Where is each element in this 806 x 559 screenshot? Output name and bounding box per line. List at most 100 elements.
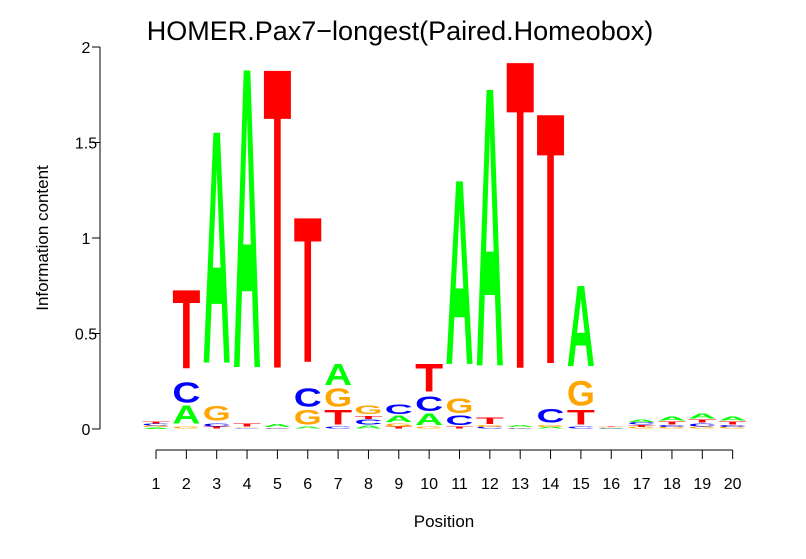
x-tick-label: 13 <box>511 476 529 493</box>
logo-letter-a: A <box>446 125 474 422</box>
logo-letter-g: G <box>233 427 261 428</box>
logo-letter-t: T <box>354 415 382 420</box>
logo-letter-a: A <box>142 427 170 429</box>
logo-letter-a: A <box>385 413 413 424</box>
y-tick-label: 1.5 <box>75 136 97 153</box>
logo-letter-a: A <box>537 427 565 430</box>
logo-letter-g: G <box>385 422 413 427</box>
y-tick-label: 1 <box>82 231 91 248</box>
logo-letter-c: C <box>233 428 261 429</box>
logo-letter-t: T <box>628 425 656 428</box>
logo-letter-c: C <box>537 406 565 427</box>
logo-letter-t: T <box>658 420 686 425</box>
logo-letter-t: T <box>415 356 443 401</box>
y-tick-label: 0 <box>82 422 91 439</box>
logo-letter-a: A <box>324 358 352 392</box>
logo-letter-a: A <box>688 412 716 420</box>
logo-letter-g: G <box>172 427 200 430</box>
logo-letter-g: G <box>567 373 595 413</box>
logo-letter-c: C <box>415 392 443 416</box>
logo-letter-t: T <box>294 172 322 405</box>
logo-letter-a: A <box>567 263 595 392</box>
logo-letter-t: T <box>506 0 534 462</box>
y-axis-label: Information content <box>33 165 52 311</box>
logo-letter-a: A <box>719 415 747 422</box>
x-tick-label: 16 <box>602 476 620 493</box>
x-tick-label: 12 <box>481 476 499 493</box>
x-tick-label: 11 <box>451 476 468 493</box>
x-axis: 1 2 3 4 5 6 7 8 9 10 11 12 13 14 15 16 17 18 19 20 <box>152 449 742 493</box>
logo-letter-c: C <box>385 402 413 418</box>
logo-letter-c: C <box>688 422 716 427</box>
logo-letter-g: G <box>658 427 686 430</box>
logo-letter-a: A <box>354 424 382 429</box>
logo-letter-c: C <box>597 428 625 429</box>
logo-letter-t: T <box>537 39 565 440</box>
logo-letter-c: C <box>567 427 595 430</box>
logo-letter-g: G <box>628 427 656 430</box>
logo-letter-t: T <box>142 422 170 425</box>
y-tick-label: 0.5 <box>75 327 97 344</box>
logo-letter-t: T <box>263 0 291 459</box>
logo-letter-t: T <box>385 427 413 430</box>
x-tick-label: 5 <box>273 476 282 493</box>
x-tick-label: 19 <box>693 476 711 493</box>
logo-letter-c: C <box>628 421 656 425</box>
logo-letter-c: C <box>294 383 322 412</box>
logo-letter-g: G <box>446 394 474 418</box>
logo-letter-g: G <box>537 425 565 428</box>
logo-letter-c: C <box>263 427 291 428</box>
x-tick-label: 4 <box>243 476 252 493</box>
logo-letter-a: A <box>263 423 291 428</box>
x-tick-label: 2 <box>182 476 191 493</box>
logo-letter-a: A <box>203 62 231 434</box>
logo-letter-g: G <box>294 406 322 430</box>
x-tick-label: 8 <box>364 476 373 493</box>
logo-letter-c: C <box>658 425 686 428</box>
logo-letter-g: G <box>415 427 443 430</box>
y-tick-label: 2 <box>82 40 91 57</box>
logo-letter-c: C <box>446 413 474 429</box>
logo-letter-a: A <box>506 425 534 428</box>
logo-letter-g: G <box>506 428 534 429</box>
logo-letter-t: T <box>597 427 625 428</box>
logo-letter-c: C <box>203 422 231 427</box>
x-tick-label: 9 <box>394 476 403 493</box>
logo-letter-t: T <box>324 405 352 429</box>
x-axis-label: Position <box>414 512 474 531</box>
chart-title: HOMER.Pax7−longest(Paired.Homeobox) <box>147 16 653 46</box>
logo-letter-a: A <box>597 428 625 429</box>
logo-letter-c: C <box>476 427 504 430</box>
logo-letter-c: C <box>172 377 200 409</box>
logo-letter-t: T <box>688 418 716 423</box>
x-tick-label: 14 <box>542 476 560 493</box>
logo-letter-a: A <box>233 0 261 459</box>
logo-letter-a: A <box>294 427 322 430</box>
logo-letter-t: T <box>719 420 747 425</box>
y-axis: 0 0.5 1 1.5 2 <box>75 40 101 439</box>
x-tick-label: 10 <box>420 476 438 493</box>
logo-letter-g: G <box>354 403 382 416</box>
x-tick-label: 1 <box>152 476 161 493</box>
logo-letter-t: T <box>446 427 474 430</box>
logo-letter-c: C <box>506 427 534 428</box>
logo-letter-a: A <box>476 5 504 451</box>
logo-letter-t: T <box>567 405 595 429</box>
logo-letter-g: G <box>263 428 291 429</box>
logo-letter-c: C <box>719 425 747 428</box>
x-tick-label: 18 <box>663 476 681 493</box>
logo-letter-t: T <box>476 416 504 427</box>
x-tick-label: 17 <box>633 476 651 493</box>
logo-letter-a: A <box>415 410 443 428</box>
x-tick-label: 7 <box>334 476 343 493</box>
logo-letter-a: A <box>658 415 686 422</box>
logo-letter-g: G <box>688 427 716 430</box>
logo-letter-c: C <box>142 423 170 426</box>
logo-letter-g: G <box>719 427 747 430</box>
logo-letter-c: C <box>324 427 352 430</box>
x-tick-label: 3 <box>212 476 221 493</box>
x-tick-label: 20 <box>724 476 742 493</box>
logo-letter-g: G <box>597 427 625 428</box>
